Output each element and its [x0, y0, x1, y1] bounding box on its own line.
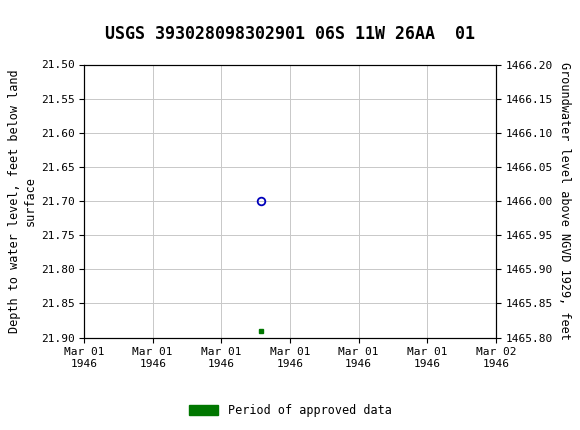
- Legend: Period of approved data: Period of approved data: [184, 399, 396, 422]
- Text: USGS: USGS: [38, 9, 102, 29]
- Text: USGS 393028098302901 06S 11W 26AA  01: USGS 393028098302901 06S 11W 26AA 01: [105, 25, 475, 43]
- Y-axis label: Groundwater level above NGVD 1929, feet: Groundwater level above NGVD 1929, feet: [559, 62, 571, 340]
- Y-axis label: Depth to water level, feet below land
surface: Depth to water level, feet below land su…: [9, 69, 37, 333]
